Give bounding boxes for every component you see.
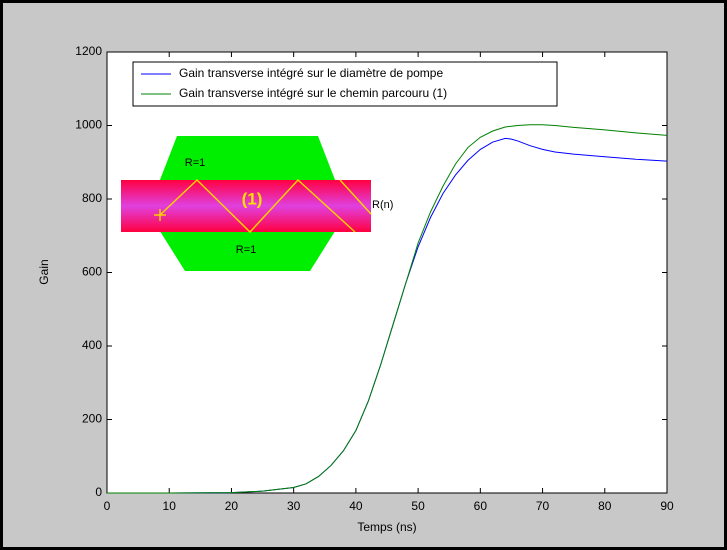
x-tick-label: 70	[536, 499, 550, 513]
line	[107, 124, 668, 494]
legend-label: Gain transverse intégré sur le chemin pa…	[179, 86, 447, 100]
plot-area	[106, 51, 668, 494]
x-tick-label: 20	[225, 499, 239, 513]
legend-box	[132, 61, 558, 107]
x-axis-label: Temps (ns)	[357, 520, 416, 534]
inset-source	[154, 209, 166, 221]
y-axis-label: Gain	[37, 259, 51, 284]
inset-path	[339, 179, 372, 215]
inset-path	[159, 178, 356, 234]
annotation: R=1	[236, 244, 257, 256]
y-tick-label: 200	[82, 412, 102, 426]
x-tick-label: 30	[287, 499, 301, 513]
annotation: (1)	[242, 189, 263, 208]
annotation: R(n)	[372, 199, 393, 211]
y-tick-label: 0	[95, 485, 102, 499]
x-tick-label: 10	[163, 499, 177, 513]
y-tick-label: 800	[82, 191, 102, 205]
annotation: R=1	[185, 157, 206, 169]
inset-diagram: R=1 (1) R(n) R=1	[121, 136, 393, 271]
x-tick-label: 60	[474, 499, 488, 513]
x-tick-label: 80	[598, 499, 612, 513]
x-tick-label: 50	[411, 499, 425, 513]
y-tick-label: 400	[82, 338, 102, 352]
x-tick-label: 90	[660, 499, 674, 513]
y-tick-label: 1000	[75, 118, 102, 132]
x-tick-label: 0	[104, 499, 111, 513]
x-tick-label: 40	[349, 499, 363, 513]
inset-bar	[121, 180, 371, 232]
legend-label: Gain transverse intégré sur le diamètre …	[179, 66, 443, 80]
y-tick-label: 1200	[75, 44, 102, 58]
y-tick-label: 600	[82, 265, 102, 279]
